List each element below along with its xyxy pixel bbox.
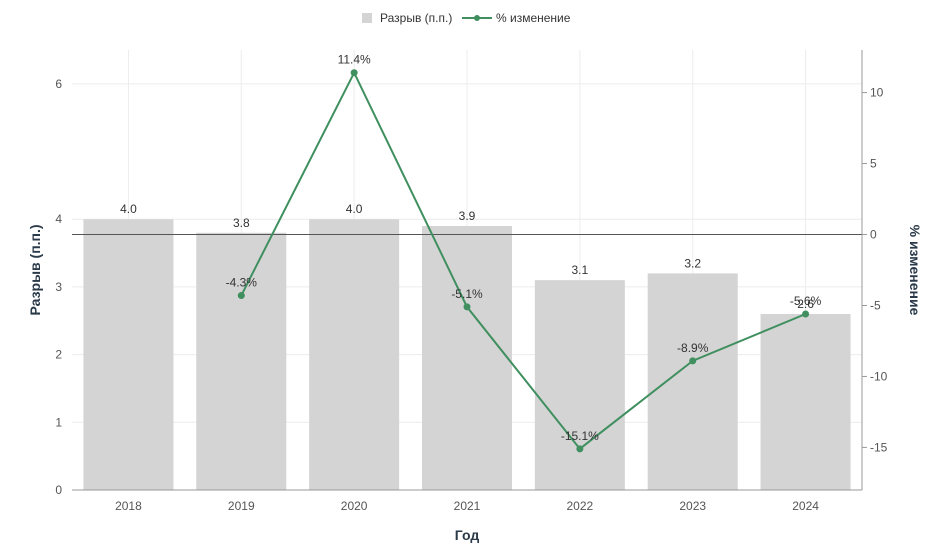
x-tick-label: 2022: [567, 499, 594, 513]
legend-bar-label: Разрыв (п.п.): [380, 11, 452, 25]
line-point: [689, 357, 697, 365]
bar: [422, 226, 512, 490]
bar-value-label: 3.2: [684, 256, 701, 270]
y2-axis-title: % изменение: [907, 225, 923, 316]
bar-value-label: 3.1: [572, 263, 589, 277]
line-value-label: -8.9%: [677, 341, 709, 355]
line-value-label: -15.1%: [561, 429, 599, 443]
line-point: [576, 445, 584, 453]
y-axis-title: Разрыв (п.п.): [27, 224, 43, 315]
bar-value-label: 2.6: [797, 297, 814, 311]
y2-tick-label: -15: [870, 440, 888, 454]
bar: [534, 280, 625, 490]
y-tick-label: 1: [55, 415, 62, 429]
line-value-label: -5.1%: [451, 287, 483, 301]
bar-value-label: 3.9: [459, 209, 476, 223]
bar: [196, 232, 287, 490]
x-tick-label: 2018: [115, 499, 142, 513]
legend-line-label: % изменение: [496, 11, 571, 25]
x-tick-label: 2020: [341, 499, 368, 513]
bar-value-label: 4.0: [346, 202, 363, 216]
data-labels: 4.0 3.8 4.0 3.9 3.1 3.2 2.6 -4.3% 11.4% -5.1% -15.…: [120, 53, 821, 443]
line-value-label: -4.3%: [226, 276, 258, 290]
y-tick-label: 0: [55, 483, 62, 497]
x-tick-label: 2023: [679, 499, 706, 513]
y-tick-label: 3: [55, 280, 62, 294]
line-value-label: 11.4%: [338, 53, 371, 67]
x-tick-label: 2021: [454, 499, 481, 513]
bar: [83, 219, 174, 490]
line-point: [802, 310, 810, 318]
bar-value-label: 4.0: [120, 202, 137, 216]
legend: Разрыв (п.п.) % изменение: [362, 11, 571, 25]
line-series: [72, 69, 862, 453]
x-tick-label: 2024: [792, 499, 819, 513]
y-tick-label: 4: [55, 212, 62, 226]
y2-tick-label: 10: [870, 86, 884, 100]
axes: 0 1 2 3 4 6 -15 -10 -5 0 5 10 2018 2019 2020 2021 2022 20…: [55, 50, 888, 513]
bar: [760, 314, 851, 490]
y2-tick-label: -10: [870, 369, 888, 383]
y-tick-label: 2: [55, 348, 62, 362]
line-value-label: -5.6%: [790, 294, 822, 308]
line-point: [237, 292, 245, 300]
bar-value-label: 3.8: [233, 216, 250, 230]
y2-tick-label: 5: [870, 157, 877, 171]
y-tick-label: 6: [55, 77, 62, 91]
y2-tick-label: 0: [870, 228, 877, 242]
bar: [309, 219, 400, 490]
change-line: [240, 70, 806, 451]
y2-tick-label: -5: [870, 298, 881, 312]
line-point: [463, 303, 471, 311]
line-point: [350, 69, 358, 77]
bar: [647, 273, 738, 490]
x-axis-title: Год: [455, 527, 480, 543]
bars: [83, 219, 851, 490]
x-tick-label: 2019: [228, 499, 255, 513]
legend-line-marker: [474, 15, 480, 21]
legend-bar-swatch: [362, 13, 372, 23]
